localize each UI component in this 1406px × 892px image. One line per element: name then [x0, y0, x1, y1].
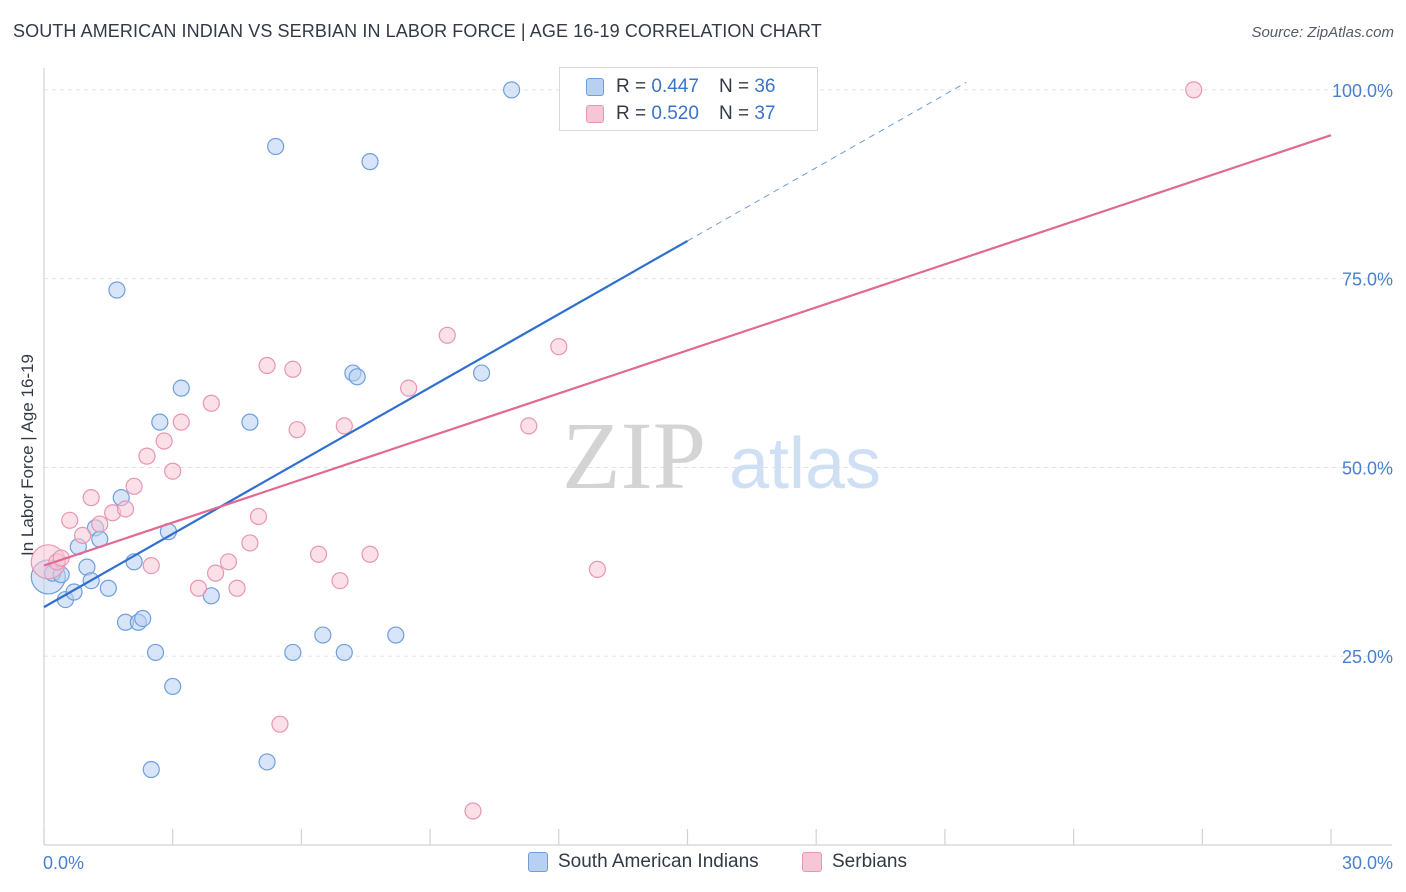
legend-blue-n-value: 36: [754, 76, 776, 97]
data-point-south-american-indian: [284, 643, 302, 662]
data-point-serbian: [142, 557, 160, 575]
data-point-serbian: [202, 394, 220, 412]
data-point-serbian: [588, 560, 607, 578]
trend-layer: [43, 81, 1332, 609]
data-point-serbian: [331, 572, 349, 590]
data-point-south-american-indian: [134, 609, 152, 628]
data-point-serbian: [219, 553, 238, 571]
legend-item-serbians[interactable]: Serbians: [802, 851, 907, 873]
data-point-serbian: [172, 413, 190, 431]
data-point-south-american-indian: [503, 81, 521, 99]
watermark-atlas: atlas: [729, 424, 881, 504]
data-point-serbian: [335, 417, 353, 435]
data-point-south-american-indian: [472, 364, 491, 382]
data-point-serbian: [82, 489, 100, 507]
data-point-serbian: [258, 356, 276, 375]
data-point-south-american-indian: [314, 626, 332, 644]
trendline-serbians: [43, 134, 1332, 567]
data-point-serbian: [74, 526, 92, 545]
data-point-serbian: [361, 545, 379, 563]
x-tick-label: 30.0%: [1342, 853, 1393, 873]
data-point-south-american-indian: [335, 643, 353, 662]
data-point-serbian: [91, 515, 109, 533]
trendline-south-american-indians: [43, 239, 689, 609]
tick-labels-layer: 25.0% 50.0% 75.0% 100.0% 0.0% 30.0%: [43, 81, 1393, 873]
data-point-serbian: [309, 545, 328, 563]
data-point-south-american-indian: [241, 413, 259, 431]
data-point-serbian: [464, 802, 482, 820]
points-layer: [30, 81, 1203, 820]
legend-swatch-pink: [802, 852, 822, 872]
legend-label-serbians: Serbians: [832, 851, 907, 872]
legend-pink-r-value: 0.520: [651, 103, 699, 124]
source-attribution: Source: ZipAtlas.com: [1251, 24, 1394, 41]
data-point-south-american-indian: [202, 587, 220, 605]
data-point-serbian: [1185, 81, 1203, 99]
watermark: ZIP atlas: [562, 402, 881, 509]
data-point-south-american-indian: [267, 137, 285, 156]
legend-row-blue: R = 0.447 N = 36: [586, 75, 775, 99]
data-point-south-american-indian: [172, 379, 190, 397]
legend-swatch-pink: [586, 105, 604, 123]
data-point-serbian: [438, 326, 456, 344]
data-point-serbian: [155, 432, 173, 450]
data-point-south-american-indian: [99, 579, 117, 597]
legend-pink-n-value: 37: [754, 103, 776, 124]
y-tick-label: 25.0%: [1342, 647, 1393, 667]
data-point-south-american-indian: [258, 753, 276, 771]
data-point-south-american-indian: [387, 626, 405, 644]
data-point-serbian: [207, 564, 225, 582]
chart-title: SOUTH AMERICAN INDIAN VS SERBIAN IN LABO…: [13, 21, 822, 41]
data-point-south-american-indian: [142, 760, 160, 779]
grid-layer: [44, 89, 1392, 657]
data-point-serbian: [400, 379, 418, 397]
y-tick-label: 50.0%: [1342, 458, 1393, 478]
correlation-legend: R = 0.447 N = 36 R = 0.520 N = 37: [559, 67, 818, 131]
data-point-serbian: [138, 447, 156, 465]
legend-swatch-blue: [528, 852, 548, 872]
data-point-serbian: [284, 360, 302, 378]
data-point-serbian: [125, 477, 143, 495]
legend-blue-n-label: N =: [718, 76, 750, 97]
data-point-south-american-indian: [151, 413, 169, 431]
data-point-south-american-indian: [146, 643, 165, 662]
x-tick-label: 0.0%: [43, 853, 84, 873]
y-tick-label: 100.0%: [1332, 81, 1393, 101]
data-point-serbian: [550, 338, 568, 356]
data-point-serbian: [520, 417, 538, 435]
legend-blue-r-label: R =: [616, 76, 647, 97]
data-point-serbian: [61, 511, 79, 529]
y-tick-label: 75.0%: [1342, 270, 1393, 290]
legend-item-south-american-indians[interactable]: South American Indians: [528, 851, 759, 873]
data-point-serbian: [288, 421, 306, 439]
legend-pink-n-label: N =: [718, 103, 750, 124]
data-point-serbian: [249, 507, 268, 526]
legend-swatch-blue: [586, 78, 604, 96]
legend-pink-r-label: R =: [616, 103, 647, 124]
legend-label-south-american-indians: South American Indians: [558, 851, 759, 872]
data-point-serbian: [241, 534, 259, 552]
data-point-serbian: [189, 579, 208, 597]
data-point-south-american-indian: [361, 153, 379, 171]
data-point-serbian: [228, 579, 246, 597]
legend-row-pink: R = 0.520 N = 37: [586, 102, 775, 126]
data-point-south-american-indian: [164, 677, 182, 696]
series-legend: South American Indians Serbians: [0, 851, 1406, 877]
data-point-south-american-indian: [108, 281, 126, 299]
watermark-zip: ZIP: [562, 402, 706, 509]
trendline-extension-south-american-indians: [687, 81, 967, 242]
data-point-serbian: [271, 715, 289, 733]
legend-blue-r-value: 0.447: [651, 76, 699, 97]
data-point-serbian: [164, 462, 182, 480]
data-point-south-american-indian: [348, 368, 366, 386]
axis-layer: [43, 68, 1392, 846]
data-point-serbian: [116, 500, 135, 518]
